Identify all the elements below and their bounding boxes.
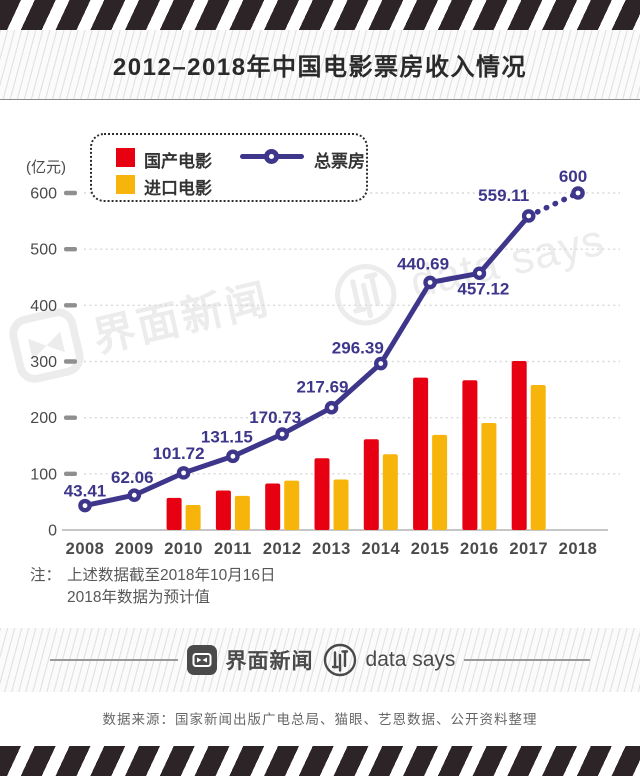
point-label-2015: 440.69	[397, 254, 449, 273]
y-tick-mark-100	[64, 471, 77, 477]
bar-imported-2015	[432, 434, 448, 530]
y-tick-label-200: 200	[30, 410, 57, 427]
x-tick-label-2014: 2014	[361, 540, 400, 558]
line-point-hole-2010	[181, 470, 187, 476]
line-point-hole-2013	[329, 405, 334, 411]
note-line-2: 2018年数据为预计值	[67, 589, 210, 606]
chart-note: 注： 上述数据截至2018年10月16日 2018年数据为预计值	[30, 565, 275, 609]
line-point-hole-2008	[82, 503, 88, 509]
bar-domestic-2016	[462, 380, 478, 530]
line-point-hole-2015	[427, 280, 433, 285]
jiemian-watermark: 界面新闻	[3, 259, 276, 389]
total-line-forecast-segment	[525, 190, 581, 219]
footer-rule-right	[464, 659, 591, 661]
bar-imported-2013	[333, 479, 349, 530]
x-tick-label-2017: 2017	[509, 540, 548, 558]
legend-label-total: 总票房	[314, 152, 365, 171]
point-label-2013: 217.69	[297, 378, 349, 397]
point-label-2011: 131.15	[201, 427, 253, 446]
y-axis-unit-label: (亿元)	[26, 159, 66, 176]
line-point-hole-2014	[378, 361, 384, 366]
bar-domestic-2010	[166, 497, 182, 530]
line-point-hole-2011	[230, 453, 236, 459]
y-tick-label-300: 300	[30, 354, 57, 371]
legend-swatch-domestic	[116, 148, 135, 167]
footer-rule-left	[49, 659, 178, 661]
bar-imported-2016	[481, 423, 497, 530]
y-tick-label-400: 400	[30, 298, 57, 315]
jiemian-brand-text: 界面新闻	[225, 650, 314, 673]
line-point-hole-2009	[131, 492, 137, 498]
y-tick-label-600: 600	[30, 186, 57, 203]
line-point-hole-2018	[575, 190, 581, 196]
bar-imported-2011	[234, 495, 250, 530]
x-tick-label-2016: 2016	[460, 540, 499, 558]
jiemian-logo-watermark-icon	[9, 308, 84, 383]
y-tick-mark-200	[64, 415, 77, 420]
total-box-office-line	[82, 213, 532, 509]
bar-domestic-2013	[314, 458, 330, 530]
x-tick-label-2015: 2015	[411, 540, 450, 558]
note-line-1: 上述数据截至2018年10月16日	[67, 567, 276, 584]
point-label-2008: 43.41	[64, 482, 107, 501]
source-band: 数据来源：国家新闻出版广电总局、猫眼、艺恩数据、公开资料整理	[0, 692, 640, 746]
datasays-brand-text: data says	[365, 648, 456, 671]
y-tick-mark-600	[64, 190, 77, 196]
y-tick-mark-300	[64, 359, 77, 364]
line-point-hole-2017	[526, 213, 532, 219]
x-tick-label-2018: 2018	[559, 540, 598, 558]
line-point-hole-2012	[279, 431, 285, 437]
point-label-2018: 600	[559, 167, 587, 186]
data-source-text: 数据来源：国家新闻出版广电总局、猫眼、艺恩数据、公开资料整理	[102, 712, 538, 727]
note-label: 注：	[30, 567, 62, 584]
legend-label-imported: 进口电影	[144, 179, 212, 198]
datasays-logo-watermark-icon	[335, 264, 397, 326]
page-title: 2012–2018年中国电影票房收入情况	[112, 54, 528, 81]
y-tick-label-0: 0	[48, 523, 57, 540]
x-tick-label-2012: 2012	[263, 540, 302, 558]
header-band: 2012–2018年中国电影票房收入情况	[0, 30, 640, 100]
line-point-hole-2016	[477, 270, 482, 276]
point-label-2010: 101.72	[153, 444, 205, 463]
hazard-stripe-top	[0, 0, 640, 30]
x-tick-label-2010: 2010	[164, 540, 203, 558]
note-lines: 上述数据截至2018年10月16日 2018年数据为预计值	[67, 565, 275, 609]
x-tick-label-2009: 2009	[115, 540, 154, 558]
x-tick-label-2013: 2013	[312, 540, 351, 558]
point-label-2012: 170.73	[249, 408, 301, 427]
x-tick-label-2008: 2008	[66, 540, 105, 558]
point-label-2017: 559.11	[478, 186, 529, 205]
legend-label-domestic: 国产电影	[144, 152, 212, 171]
bar-imported-2014	[382, 454, 398, 530]
bar-domestic-2015	[413, 377, 429, 530]
bar-imported-2012	[284, 480, 300, 530]
y-tick-mark-400	[64, 303, 77, 308]
bar-domestic-2012	[265, 483, 281, 530]
chart-legend: 国产电影 进口电影 总票房	[90, 133, 368, 202]
jiemian-logo-icon	[186, 645, 217, 675]
bar-domestic-2014	[363, 439, 379, 530]
bar-domestic-2011	[215, 490, 231, 530]
datasays-watermark: data says	[326, 208, 611, 335]
chart-section: 界面新闻 data says 0 100 200 300 400 500 600 (亿元) 43…	[0, 100, 640, 628]
point-label-2016: 457.12	[457, 279, 509, 298]
box-office-chart: 0100200300400500600(亿元)43.4162.06101.721…	[26, 159, 620, 558]
x-tick-label-2011: 2011	[214, 540, 252, 558]
hazard-stripe-bottom	[0, 746, 640, 776]
point-label-2014: 296.39	[332, 339, 384, 358]
y-tick-label-100: 100	[30, 466, 57, 483]
y-tick-mark-500	[64, 246, 77, 252]
legend-swatch-imported	[116, 175, 135, 194]
footer-brand-band: 界面新闻 data says	[0, 628, 640, 692]
y-tick-label-500: 500	[30, 242, 57, 259]
legend-line-marker	[264, 149, 279, 164]
bar-imported-2010	[185, 505, 201, 530]
bar-imported-2017	[530, 385, 546, 530]
datasays-logo-icon	[323, 643, 356, 677]
point-label-2009: 62.06	[111, 468, 154, 487]
bar-domestic-2017	[511, 360, 527, 530]
